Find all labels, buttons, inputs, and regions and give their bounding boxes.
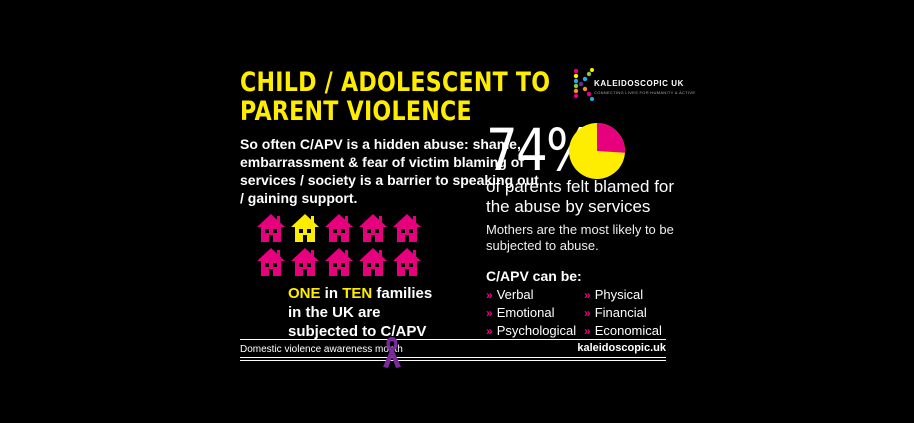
chevron-right-icon: »	[486, 288, 493, 302]
list-item: » Economical	[584, 323, 662, 338]
forms-list-right: » Physical » Financial » Economical	[584, 286, 662, 340]
footer-caption: Domestic violence awareness month	[240, 344, 403, 355]
forms-list-left: » Verbal » Emotional » Psychological	[486, 286, 576, 340]
logo-name: KALEIDOSCOPIC UK	[594, 79, 685, 88]
divider	[240, 339, 666, 340]
forms-heading: C/APV can be:	[486, 268, 582, 284]
house-icon	[393, 248, 421, 276]
intro-text: So often C/APV is a hidden abuse: shame,…	[240, 136, 539, 206]
stat-one: ONE	[288, 285, 321, 302]
chevron-right-icon: »	[584, 324, 591, 338]
stat-rest: families in the UK are subjected to C/AP…	[288, 285, 433, 340]
pie-remaining-slice	[597, 123, 625, 153]
blamed-text: of parents felt blamed for the abuse by …	[486, 177, 675, 216]
stat-ten: TEN	[342, 285, 373, 302]
footer-website: kaleidoscopic.uk	[577, 342, 666, 354]
house-icon	[291, 214, 319, 242]
house-icon	[359, 248, 387, 276]
list-item: » Financial	[584, 305, 647, 320]
logo-tagline: CONNECTING LIVES FOR HUMANITY & ACTIVE	[594, 90, 696, 95]
families-stat: ONE in TEN families in the UK are subjec…	[288, 284, 448, 341]
house-icon	[257, 248, 285, 276]
page-title: CHILD / ADOLESCENT TO PARENT VIOLENCE	[240, 67, 551, 127]
chevron-right-icon: »	[584, 306, 591, 320]
chevron-right-icon: »	[486, 324, 493, 338]
house-icon	[257, 214, 285, 242]
title-line-1: CHILD / ADOLESCENT TO	[240, 67, 551, 98]
mothers-text: Mothers are the most likely to be subjec…	[486, 222, 674, 253]
list-item: » Verbal	[486, 287, 534, 302]
stat-in: in	[320, 285, 343, 302]
logo-k-icon	[573, 68, 594, 101]
list-item: » Psychological	[486, 323, 577, 338]
kaleidoscopic-logo: KALEIDOSCOPIC UK CONNECTING LIVES FOR HU…	[572, 67, 696, 103]
house-icon	[291, 248, 319, 276]
house-icon	[359, 214, 387, 242]
divider	[240, 360, 666, 361]
chevron-right-icon: »	[486, 306, 493, 320]
house-icon	[325, 214, 353, 242]
list-item: » Physical	[584, 287, 644, 302]
awareness-ribbon-icon	[383, 337, 401, 368]
house-icon	[325, 248, 353, 276]
list-item: » Emotional	[486, 305, 555, 320]
title-line-2: PARENT VIOLENCE	[240, 96, 472, 127]
pie-icon	[569, 123, 625, 179]
chevron-right-icon: »	[584, 288, 591, 302]
divider	[240, 357, 666, 358]
house-icon	[393, 214, 421, 242]
